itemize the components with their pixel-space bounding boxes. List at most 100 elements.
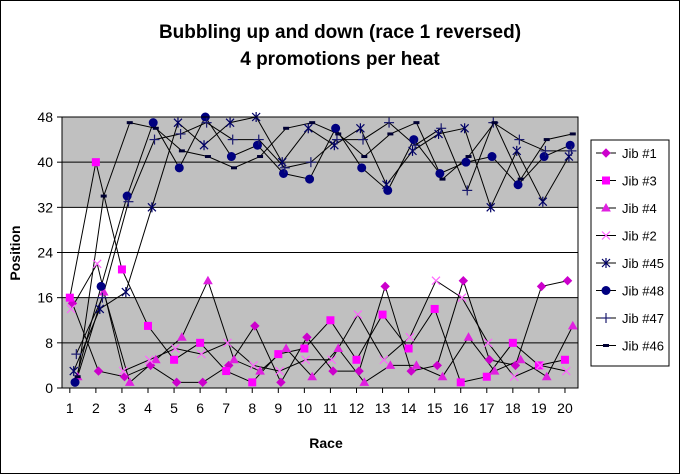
data-point: [436, 123, 447, 134]
x-tick-label: 16: [453, 400, 469, 416]
data-point: [512, 145, 522, 156]
data-point: [275, 366, 285, 376]
data-point: [354, 366, 364, 376]
data-point: [458, 276, 469, 286]
legend-label: Jib #1: [622, 146, 657, 161]
data-point: [411, 360, 422, 369]
data-point: [404, 344, 413, 353]
data-point: [431, 276, 441, 286]
data-point: [204, 155, 211, 159]
data-point: [560, 355, 569, 364]
data-point: [460, 123, 470, 134]
x-tick-label: 11: [323, 400, 338, 416]
data-point: [358, 134, 368, 145]
data-point: [257, 155, 264, 159]
data-point: [305, 174, 315, 184]
data-point: [387, 132, 394, 136]
data-point: [148, 118, 158, 128]
data-point: [510, 360, 521, 371]
legend-label: Jib #48: [622, 284, 664, 299]
data-point: [74, 375, 81, 379]
data-point: [281, 343, 291, 352]
data-point: [174, 163, 184, 173]
series-line-6: [75, 121, 572, 355]
chart-subtitle: 4 promotions per heat: [240, 49, 440, 70]
data-point: [439, 177, 446, 181]
legend-marker: [601, 258, 611, 268]
data-point: [331, 123, 341, 133]
data-point: [437, 371, 448, 381]
data-point: [170, 355, 179, 364]
data-point: [97, 292, 108, 303]
data-point: [100, 194, 107, 198]
y-tick-label: 8: [45, 335, 53, 351]
x-tick-label: 18: [505, 400, 521, 416]
data-point: [70, 377, 80, 387]
data-point: [196, 349, 206, 359]
data-point: [253, 134, 264, 145]
legend-label: Jib #2: [622, 229, 657, 244]
data-point: [569, 132, 576, 136]
data-point: [327, 355, 337, 365]
series-markers: [65, 112, 578, 388]
data-point: [328, 366, 338, 376]
y-tick-label: 40: [37, 154, 53, 170]
data-point: [173, 117, 183, 128]
data-point: [567, 320, 578, 330]
data-point: [150, 354, 161, 364]
legend-marker: [601, 313, 611, 323]
data-point: [201, 117, 212, 128]
data-point: [118, 366, 128, 376]
data-point: [514, 134, 525, 145]
data-point: [491, 121, 498, 125]
data-point: [541, 371, 552, 381]
data-point: [513, 180, 523, 190]
data-point: [456, 378, 465, 387]
data-point: [198, 377, 208, 388]
data-point: [276, 377, 286, 388]
data-point: [149, 134, 160, 145]
x-tick-label: 1: [66, 400, 74, 416]
data-point: [462, 185, 473, 196]
data-point: [461, 157, 471, 167]
data-point: [539, 152, 549, 162]
data-point: [357, 163, 367, 173]
data-point: [463, 332, 474, 341]
data-point: [249, 360, 258, 370]
data-point: [413, 121, 420, 125]
data-point: [562, 276, 573, 286]
y-axis-title: Position: [7, 225, 23, 280]
data-point: [231, 166, 237, 170]
data-point: [95, 303, 105, 314]
data-point: [305, 157, 316, 168]
axes: [57, 116, 579, 393]
data-point: [409, 135, 419, 145]
data-point: [509, 372, 519, 382]
data-point: [225, 117, 235, 128]
data-point: [326, 316, 335, 325]
data-point: [98, 287, 109, 296]
data-point: [331, 134, 342, 145]
x-tick-labels: 1 2 3 4 5 6 7 8 9 10 11 12 13 14 15 16 17 18 19 20: [66, 400, 573, 416]
data-point: [543, 138, 550, 142]
data-point: [65, 293, 74, 302]
data-point: [66, 304, 76, 314]
legend-label: Jib #47: [622, 311, 664, 326]
data-point: [384, 117, 395, 128]
legend-label: Jib #45: [622, 256, 664, 271]
data-point: [303, 123, 313, 134]
x-tick-label: 13: [375, 400, 391, 416]
data-point: [517, 177, 524, 181]
y-tick-label: 0: [45, 380, 53, 396]
series-line-1: [69, 162, 566, 384]
data-point: [457, 293, 467, 303]
data-point: [223, 338, 232, 348]
data-point: [482, 372, 491, 381]
x-tick-label: 2: [92, 400, 100, 416]
x-tick-label: 5: [170, 400, 178, 416]
legend-marker: [603, 344, 609, 347]
data-point: [152, 126, 159, 130]
data-point: [508, 338, 517, 347]
